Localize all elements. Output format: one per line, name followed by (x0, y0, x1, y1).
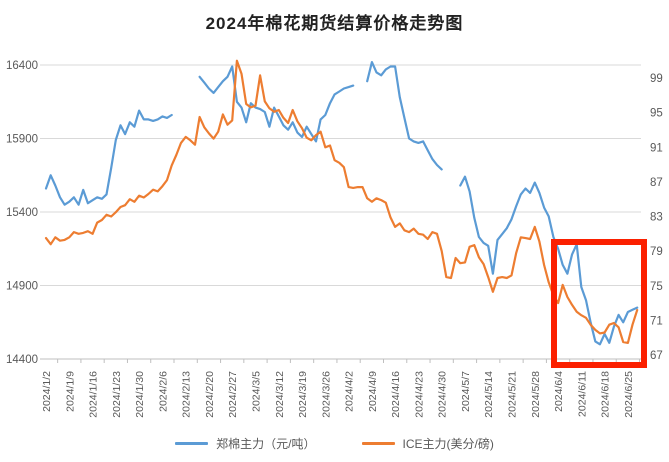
x-axis-tick-label: 2024/6/4 (553, 371, 565, 412)
x-axis-tick-label: 2024/4/30 (437, 371, 449, 418)
x-axis-tick-label: 2024/1/30 (134, 371, 146, 418)
x-axis-tick-label: 2024/4/23 (413, 371, 425, 418)
x-axis-tick-label: 2024/1/16 (88, 371, 100, 418)
x-axis-tick-label: 2024/6/11 (576, 371, 588, 417)
zheng-legend-label: 郑棉主力（元/吨） (216, 437, 316, 451)
x-axis-tick-label: 2024/4/16 (390, 371, 402, 418)
x-axis-tick-label: 2024/5/28 (530, 371, 542, 418)
legend-item-zheng: 郑棉主力（元/吨） (175, 435, 316, 452)
x-axis-tick-label: 2024/1/9 (64, 371, 76, 412)
x-axis-tick-label: 2024/6/18 (600, 371, 612, 418)
left-axis-tick-label: 14900 (6, 281, 38, 293)
ice-series-line (44, 59, 639, 344)
right-axis-tick-label: 99 (650, 73, 663, 85)
x-axis-tick-label: 2024/1/23 (111, 371, 123, 418)
x-axis-tick-label: 2024/3/5 (250, 371, 262, 412)
x-axis-tick-label: 2024/1/2 (41, 371, 53, 412)
left-axis-tick-label: 15900 (6, 134, 38, 146)
right-axis-tick-label: 71 (650, 315, 663, 327)
x-axis-tick-label: 2024/3/12 (274, 371, 286, 418)
x-axis-tick-label: 2024/3/26 (320, 371, 332, 418)
x-axis-tick-label: 2024/2/6 (157, 371, 169, 412)
right-axis-tick-label: 83 (650, 212, 663, 224)
x-axis-tick-label: 2024/2/20 (204, 371, 216, 418)
ice-line-swatch (361, 442, 395, 445)
chart-legend: 郑棉主力（元/吨） ICE主力(美分/磅) (0, 435, 669, 452)
right-axis-tick-label: 67 (650, 350, 663, 362)
left-axis-tick-label: 15400 (6, 207, 38, 219)
right-axis-tick-label: 91 (650, 142, 663, 154)
right-axis-tick-label: 75 (650, 281, 663, 293)
x-axis-tick-label: 2024/4/2 (344, 371, 356, 412)
right-axis-tick-label: 95 (650, 108, 663, 120)
x-axis-tick-label: 2024/2/13 (181, 371, 193, 418)
left-axis-tick-label: 16400 (6, 60, 38, 72)
left-axis-tick-label: 14400 (6, 354, 38, 366)
x-axis-tick-label: 2024/5/21 (507, 371, 519, 418)
zheng-line-swatch (175, 442, 209, 445)
chart-title: 2024年棉花期货结算价格走势图 (205, 14, 464, 33)
x-axis-tick-label: 2024/6/25 (623, 371, 635, 418)
x-axis-tick-label: 2024/5/14 (483, 371, 495, 418)
legend-item-ice: ICE主力(美分/磅) (361, 435, 494, 452)
right-axis-tick-label: 87 (650, 177, 663, 189)
x-axis-tick-label: 2024/4/9 (367, 371, 379, 412)
ice-legend-label: ICE主力(美分/磅) (402, 437, 494, 451)
x-axis-tick-label: 2024/3/19 (297, 371, 309, 418)
zheng-series-line (44, 61, 639, 346)
right-axis-tick-label: 79 (650, 246, 663, 258)
x-axis-tick-label: 2024/5/7 (460, 371, 472, 412)
x-axis-tick-label: 2024/2/27 (227, 371, 239, 418)
